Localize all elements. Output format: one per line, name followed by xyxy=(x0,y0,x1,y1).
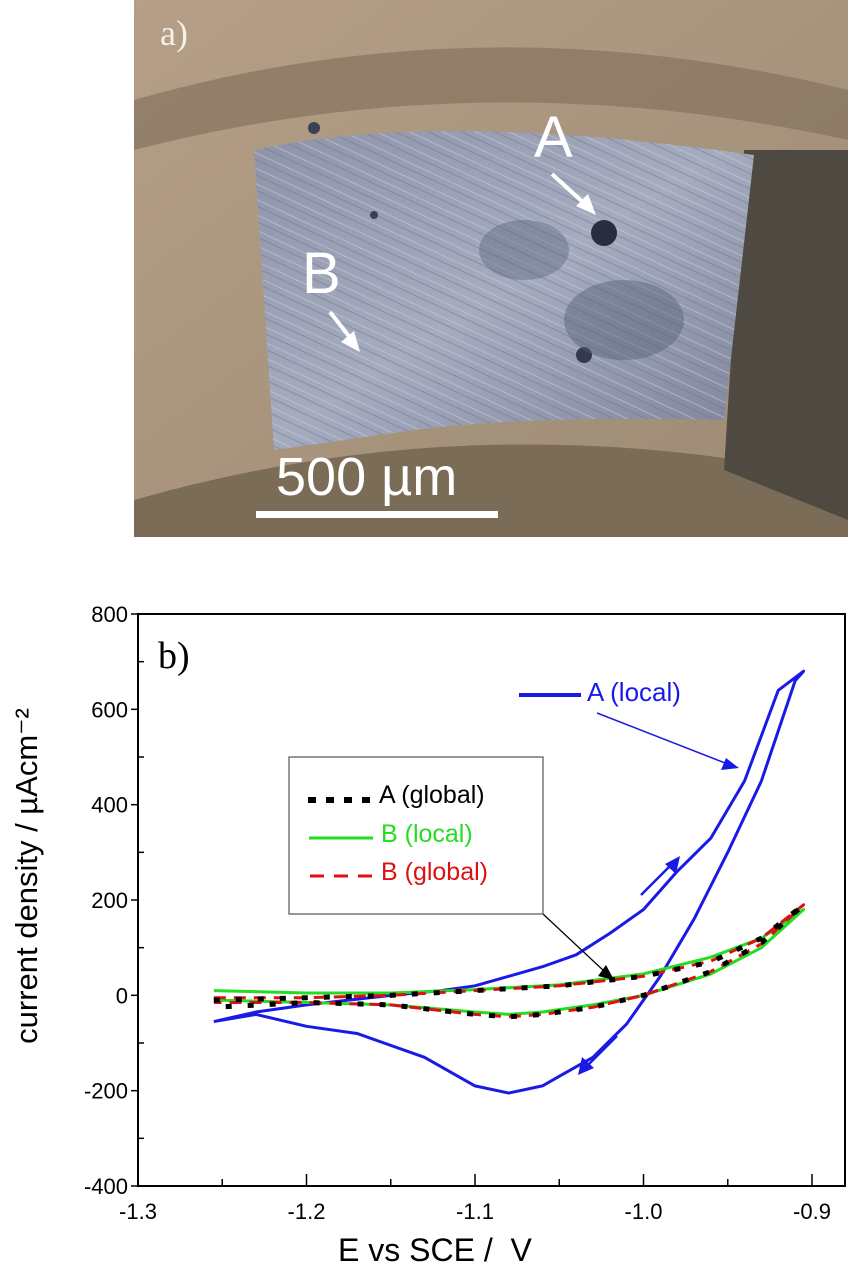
marker-A: A xyxy=(534,105,573,170)
scan-down-arrow-icon xyxy=(578,1057,594,1075)
x-axis-label: E vs SCE / V xyxy=(338,1232,532,1268)
y-tick-label: 800 xyxy=(91,602,128,627)
y-axis-label: current density / µAcm⁻² xyxy=(9,708,44,1044)
legend-box xyxy=(288,756,544,915)
x-tick-label: -1.3 xyxy=(119,1199,157,1224)
series-b-global xyxy=(213,903,806,1019)
marker-B: B xyxy=(302,241,341,306)
chart-canvas: -400 -200 0 200 400 600 800 -1.3 -1.2 -1.1 -1.0 -0… xyxy=(84,602,846,1224)
legend-pointer-arrow-icon xyxy=(598,965,614,980)
series-a-global xyxy=(213,902,807,1020)
arrow-icon-B xyxy=(328,310,354,342)
panel-a-label: a) xyxy=(160,13,188,53)
arrow-icon-A xyxy=(550,172,588,207)
arrow-icon xyxy=(721,758,739,770)
scan-up-arrow-icon xyxy=(665,856,680,874)
y-tick-label: -400 xyxy=(84,1174,128,1199)
x-axis: -1.3 -1.2 -1.1 -1.0 -0.9 xyxy=(119,1174,831,1224)
y-tick-label: 200 xyxy=(91,888,128,913)
legend-label-a-local: A (local) xyxy=(587,677,681,707)
x-tick-label: -1.0 xyxy=(625,1199,663,1224)
legend-label-b-global: B (global) xyxy=(381,858,488,886)
y-tick-label: 600 xyxy=(91,697,128,722)
panel-b-label: b) xyxy=(158,635,190,677)
x-tick-label: -1.2 xyxy=(288,1199,326,1224)
micrograph-panel-a: a) A B 500 µm xyxy=(134,0,848,537)
cv-plot-panel-b: -400 -200 0 200 400 600 800 -1.3 -1.2 -1.1 -1.0 -0… xyxy=(0,560,848,1280)
legend-label-b-local: B (local) xyxy=(381,820,473,848)
y-axis: -400 -200 0 200 400 600 800 xyxy=(84,602,144,1199)
y-tick-label: -200 xyxy=(84,1079,128,1104)
y-tick-label: 0 xyxy=(116,983,128,1008)
data-series xyxy=(213,669,807,1095)
x-tick-label: -0.9 xyxy=(793,1199,831,1224)
y-tick-label: 400 xyxy=(91,793,128,818)
scale-bar-label: 500 µm xyxy=(276,447,458,507)
series-a-local xyxy=(213,669,806,1095)
legend-label-a-global: A (global) xyxy=(379,781,485,809)
annotation-arrows xyxy=(542,712,739,1075)
scale-bar xyxy=(256,511,498,518)
x-tick-label: -1.1 xyxy=(456,1199,494,1224)
pointer-arrows xyxy=(256,172,596,518)
